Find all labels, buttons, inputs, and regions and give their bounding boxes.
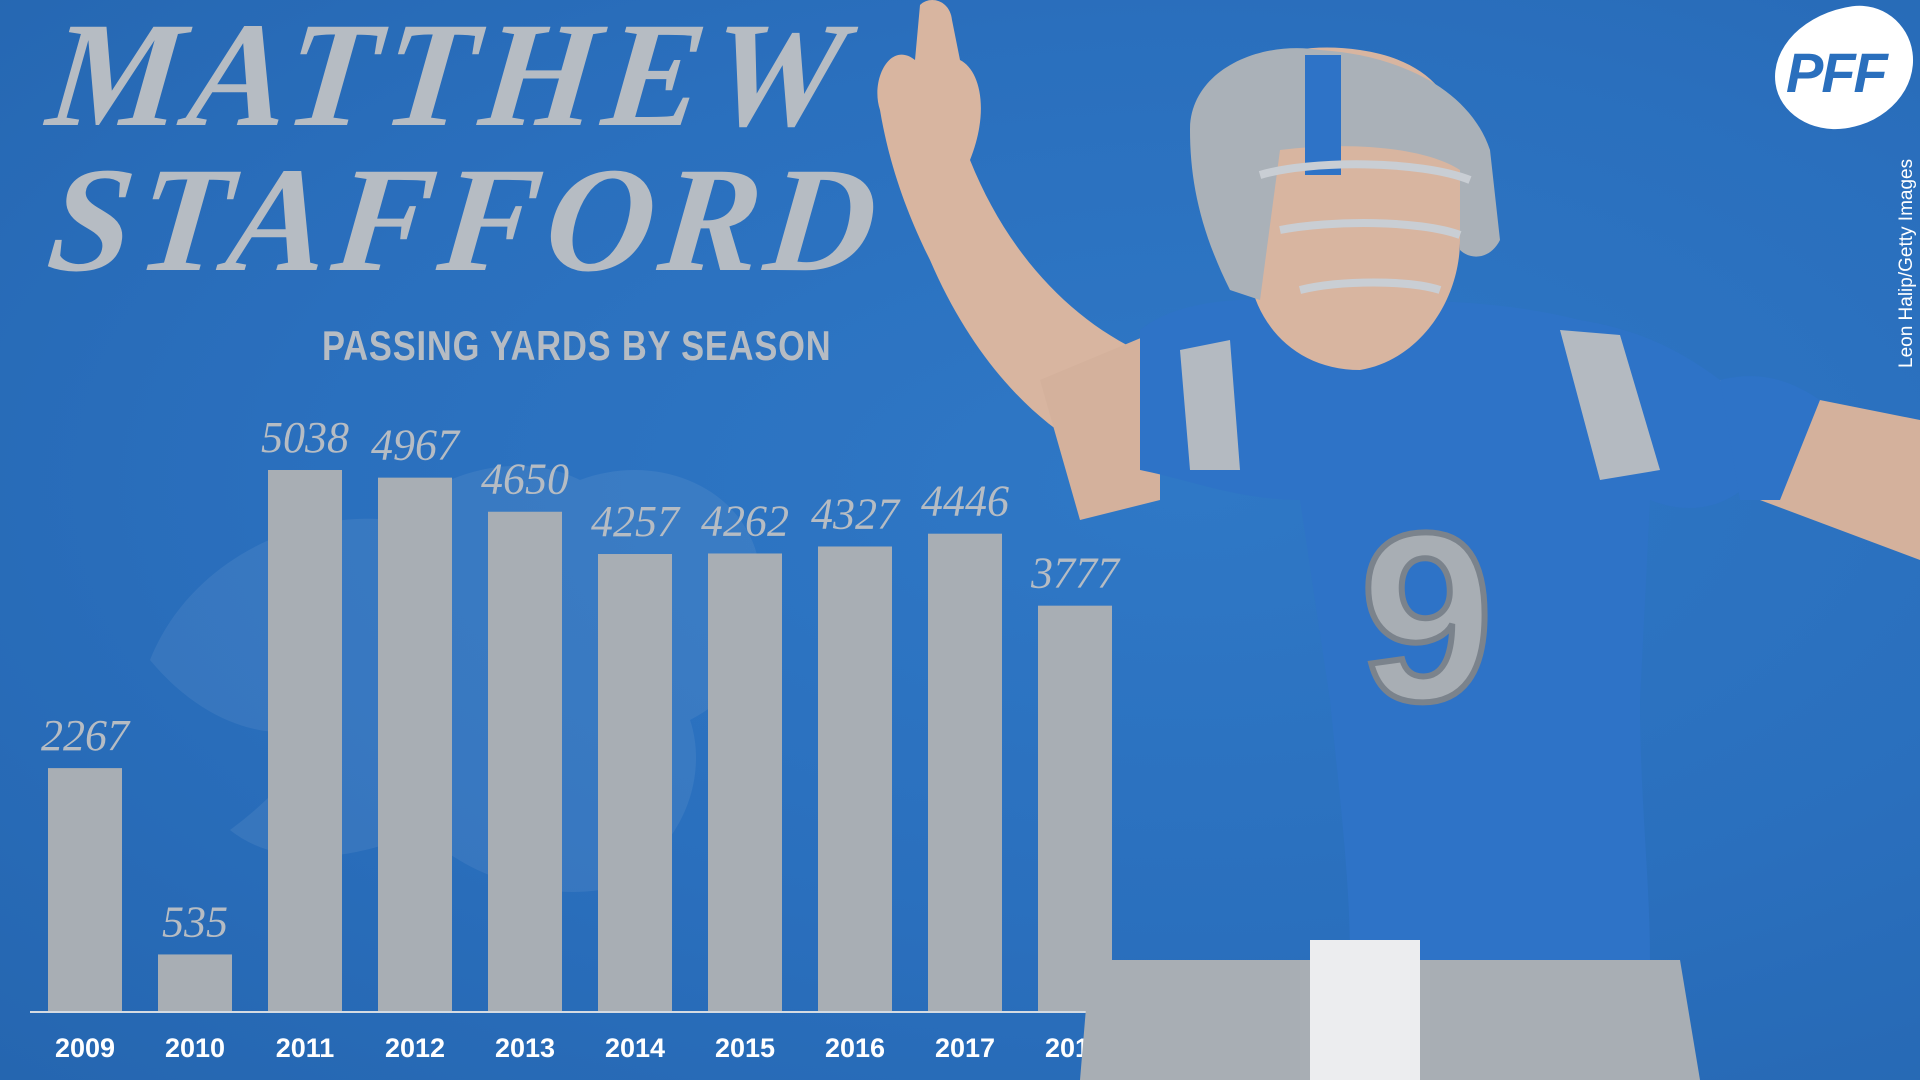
x-tick-2011: 2011 — [276, 1033, 335, 1063]
data-label-2018: 3777 — [1030, 549, 1121, 598]
x-tick-2017: 2017 — [935, 1033, 995, 1063]
bar-2018 — [1038, 605, 1112, 1012]
x-tick-2015: 2015 — [715, 1033, 775, 1063]
pff-logo-text: PFF — [1786, 41, 1888, 104]
x-tick-2010: 2010 — [165, 1033, 225, 1063]
x-tick-2014: 2014 — [605, 1033, 665, 1063]
bar-2010 — [158, 954, 232, 1012]
bar-2014 — [598, 554, 672, 1012]
x-tick-2016: 2016 — [825, 1033, 885, 1063]
bar-2011 — [268, 470, 342, 1012]
data-label-2009: 2267 — [41, 711, 131, 760]
data-label-2013: 4650 — [481, 455, 569, 504]
data-label-2010: 535 — [162, 897, 228, 946]
x-tick-2012: 2012 — [385, 1033, 445, 1063]
photo-credit: Leon Halip/Getty Images — [1896, 158, 1917, 368]
data-label-2017: 4446 — [921, 477, 1009, 526]
player-photo: 9 — [877, 0, 1920, 1080]
bar-2016 — [818, 546, 892, 1012]
data-label-2012: 4967 — [371, 421, 461, 470]
bar-2012 — [378, 477, 452, 1013]
x-tick-2013: 2013 — [495, 1033, 555, 1063]
data-label-2011: 5038 — [261, 413, 349, 462]
bar-2015 — [708, 553, 782, 1012]
bar-2013 — [488, 511, 562, 1012]
svg-text:9: 9 — [1360, 483, 1493, 751]
x-tick-2009: 2009 — [55, 1033, 115, 1063]
pff-logo: PFF — [1766, 0, 1920, 138]
bar-2009 — [48, 768, 122, 1012]
chart-subtitle: PASSING YARDS BY SEASON — [322, 322, 832, 369]
data-label-2015: 4262 — [701, 496, 789, 545]
data-label-2014: 4257 — [591, 497, 681, 546]
bar-2017 — [928, 533, 1002, 1012]
data-label-2016: 4327 — [811, 489, 901, 538]
